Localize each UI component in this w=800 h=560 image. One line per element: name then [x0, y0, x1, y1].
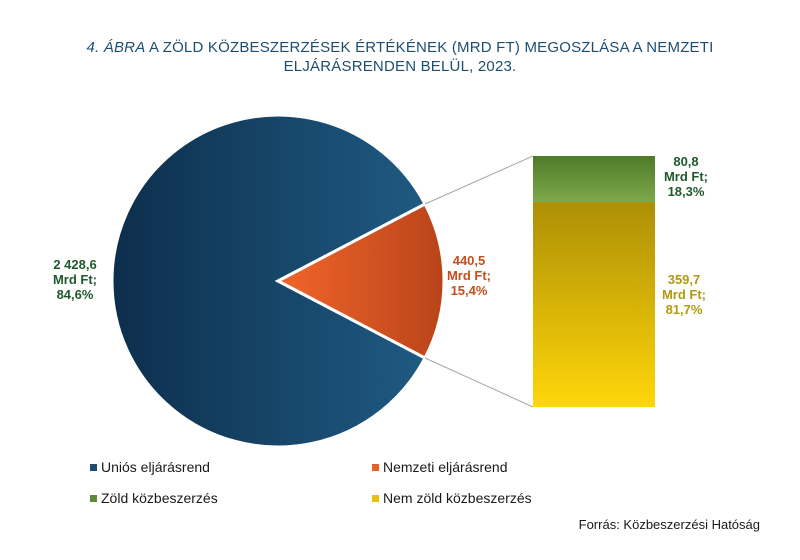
- data-label-unios: 2 428,6 Mrd Ft; 84,6%: [53, 257, 97, 302]
- legend-swatch-unios: [90, 463, 97, 471]
- legend-swatch-zold: [90, 494, 97, 502]
- legend-swatch-nem-zold: [372, 494, 379, 502]
- legend-label-zold: Zöld közbeszerzés: [101, 490, 218, 506]
- legend-item-nemzeti: Nemzeti eljárásrend: [372, 459, 508, 475]
- legend-item-unios: Uniós eljárásrend: [90, 459, 210, 475]
- data-label-nemzeti: 440,5 Mrd Ft; 15,4%: [447, 253, 491, 298]
- bar-segment-zold: [533, 156, 655, 203]
- pie-chart: [110, 113, 446, 449]
- title-text: A ZÖLD KÖZBESZERZÉSEK ÉRTÉKÉNEK (MRD FT)…: [145, 39, 714, 75]
- data-labels: 2 428,6 Mrd Ft; 84,6% 440,5 Mrd Ft; 15,4% 80,8…: [53, 154, 708, 317]
- connector-line-bottom: [424, 357, 534, 408]
- pie-slice-nemzeti: [274, 201, 446, 361]
- legend-label-unios: Uniós eljárásrend: [101, 459, 210, 475]
- connector-line-top: [424, 155, 534, 205]
- data-label-nem-zold: 359,7 Mrd Ft; 81,7%: [662, 272, 706, 317]
- figure-number: 4. ÁBRA: [86, 39, 146, 56]
- source-note: Forrás: Közbeszerzési Hatóság: [578, 517, 760, 532]
- stacked-bar-chart: [424, 155, 655, 408]
- legend-swatch-nemzeti: [372, 463, 379, 471]
- legend-item-zold: Zöld közbeszerzés: [90, 490, 218, 506]
- pie-slice-unios: [110, 113, 428, 449]
- legend-label-nemzeti: Nemzeti eljárásrend: [383, 459, 508, 475]
- legend-item-nem-zold: Nem zöld közbeszerzés: [372, 490, 532, 506]
- legend-label-nem-zold: Nem zöld közbeszerzés: [383, 490, 532, 506]
- chart-title: 4. ÁBRA A ZÖLD KÖZBESZERZÉSEK ÉRTÉKÉNEK …: [60, 38, 740, 76]
- bar-segment-nem-zold: [533, 202, 655, 407]
- data-label-zold: 80,8 Mrd Ft; 18,3%: [664, 154, 708, 199]
